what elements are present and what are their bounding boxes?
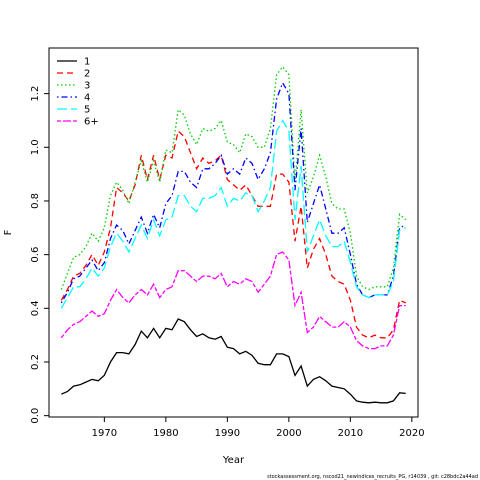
footnote: stockassessment.org, nscod21_newindices_…: [267, 474, 478, 480]
y-tick-label: 0.6: [30, 247, 41, 263]
y-tick-label: 0.0: [30, 408, 41, 424]
series-line-2: [60, 129, 406, 339]
x-axis-title: Year: [222, 455, 245, 466]
legend-label-4: 4: [84, 93, 90, 104]
series-line-6: [60, 251, 406, 350]
y-tick-label: 0.8: [30, 193, 41, 209]
y-tick-label: 0.2: [30, 354, 41, 370]
x-tick-label: 2020: [399, 428, 424, 439]
x-tick-label: 1980: [153, 428, 178, 439]
series-line-3: [60, 65, 407, 291]
y-tick-label: 0.4: [30, 300, 41, 316]
legend-label-6: 6+: [84, 117, 99, 128]
x-tick-label: 1970: [92, 428, 117, 439]
x-tick-label: 1990: [215, 428, 240, 439]
y-axis: 0.0 0.2 0.4 0.6 0.8 1.0 1.2: [30, 86, 49, 424]
legend-label-3: 3: [84, 81, 90, 92]
x-tick-label: 2000: [276, 428, 301, 439]
y-tick-label: 1.0: [30, 139, 41, 155]
legend-label-5: 5: [84, 105, 90, 116]
legend-label-2: 2: [84, 69, 90, 80]
plot-frame: [48, 47, 419, 418]
series-line-4: [60, 81, 406, 304]
x-axis: 1970 1980 1990 2000 2010 2020: [92, 417, 425, 439]
series-line-5: [60, 119, 406, 309]
legend-label-1: 1: [84, 57, 90, 68]
y-axis-title: F: [3, 229, 14, 235]
x-tick-label: 2010: [338, 428, 363, 439]
y-tick-label: 1.2: [30, 86, 41, 102]
series-layer: [60, 65, 407, 404]
series-line-1: [61, 318, 406, 404]
